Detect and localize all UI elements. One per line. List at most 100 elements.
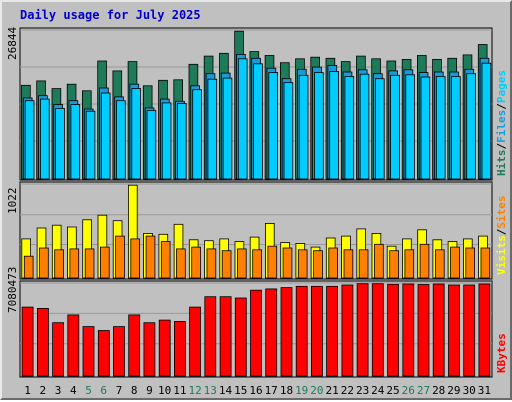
legend-kbytes: KBytes <box>495 333 508 373</box>
bar-kbytes-day-5 <box>82 326 95 377</box>
x-tick-label-day-21: 21 <box>325 384 338 397</box>
bar-sites-day-29 <box>450 246 460 279</box>
bar-pages-day-18 <box>283 82 294 180</box>
x-tick-label-day-23: 23 <box>356 384 369 397</box>
bar-kbytes-day-3 <box>52 322 64 377</box>
bar-pages-day-22 <box>344 76 355 180</box>
x-tick-label-day-12: 12 <box>188 384 201 397</box>
bar-kbytes-day-4 <box>67 314 80 377</box>
x-tick-label-day-22: 22 <box>341 384 354 397</box>
bar-sites-day-10 <box>160 241 171 279</box>
legend-item: / <box>495 143 508 150</box>
bar-pages-day-30 <box>466 73 476 180</box>
bar-sites-day-26 <box>404 249 415 279</box>
bar-pages-day-3 <box>55 108 65 180</box>
x-tick-label-day-26: 26 <box>402 384 415 397</box>
bar-kbytes-day-16 <box>250 289 262 377</box>
bar-sites-day-15 <box>236 248 247 279</box>
bar-pages-day-31 <box>481 62 492 180</box>
bar-kbytes-day-10 <box>158 319 171 377</box>
bar-pages-day-28 <box>435 76 446 180</box>
bar-kbytes-day-17 <box>265 288 278 377</box>
bar-kbytes-day-7 <box>113 326 125 377</box>
x-tick-label-day-24: 24 <box>371 384 385 397</box>
bar-kbytes-day-26 <box>402 283 415 377</box>
bar-pages-day-29 <box>451 76 461 180</box>
bar-pages-day-25 <box>390 74 400 180</box>
bar-sites-day-1 <box>23 255 34 279</box>
x-tick-label-day-30: 30 <box>463 384 476 397</box>
bar-kbytes-day-22 <box>341 284 354 377</box>
bar-pages-day-24 <box>374 78 385 180</box>
bar-sites-day-19 <box>297 249 308 279</box>
bar-kbytes-day-27 <box>417 284 430 377</box>
bar-pages-day-20 <box>314 72 324 180</box>
bar-pages-day-17 <box>268 72 278 180</box>
bar-kbytes-day-6 <box>97 330 110 377</box>
bar-sites-day-18 <box>282 247 293 279</box>
bar-sites-day-24 <box>374 243 384 279</box>
bar-pages-day-5 <box>85 110 96 180</box>
bar-sites-day-22 <box>343 249 354 279</box>
legend-item: KBytes <box>495 333 508 373</box>
x-tick-label-day-14: 14 <box>219 384 233 397</box>
bar-sites-day-2 <box>39 247 49 279</box>
x-tick-label-day-25: 25 <box>386 384 399 397</box>
x-tick-label-day-19: 19 <box>295 384 308 397</box>
bar-sites-day-8 <box>130 238 141 279</box>
bar-sites-day-6 <box>100 246 110 279</box>
bar-sites-day-14 <box>221 250 232 279</box>
bar-sites-day-21 <box>328 247 338 279</box>
bar-kbytes-day-1 <box>21 306 34 377</box>
bar-pages-day-27 <box>420 76 431 180</box>
x-tick-label-day-5: 5 <box>85 384 92 397</box>
bar-sites-day-13 <box>206 248 217 279</box>
bar-kbytes-day-15 <box>234 297 247 377</box>
legend-item: / <box>495 103 508 110</box>
bar-pages-day-19 <box>298 74 309 180</box>
bar-pages-day-15 <box>237 58 248 180</box>
bar-kbytes-day-13 <box>204 296 217 377</box>
bar-sites-day-9 <box>145 235 156 279</box>
bar-kbytes-day-2 <box>37 307 49 377</box>
bar-pages-day-7 <box>116 100 126 180</box>
bar-sites-day-3 <box>54 249 64 279</box>
x-tick-label-day-27: 27 <box>417 384 430 397</box>
bar-kbytes-day-14 <box>219 296 232 377</box>
bar-pages-day-1 <box>24 100 35 180</box>
bar-kbytes-day-12 <box>189 306 202 377</box>
bar-sites-day-11 <box>176 248 186 279</box>
bar-sites-day-28 <box>434 249 445 279</box>
legend-item: / <box>495 228 508 235</box>
bar-pages-day-8 <box>131 88 142 180</box>
bar-kbytes-day-24 <box>371 283 384 377</box>
x-tick-label-day-11: 11 <box>173 384 186 397</box>
bar-kbytes-day-8 <box>128 314 141 377</box>
bar-sites-day-17 <box>267 245 278 279</box>
bar-pages-day-4 <box>70 104 81 180</box>
x-tick-label-day-3: 3 <box>55 384 62 397</box>
x-tick-label-day-16: 16 <box>249 384 262 397</box>
legend-item: Pages <box>495 70 508 103</box>
bar-sites-day-12 <box>191 246 201 279</box>
x-tick-label-day-7: 7 <box>116 384 123 397</box>
bar-pages-day-16 <box>253 63 263 180</box>
x-tick-label-day-10: 10 <box>158 384 171 397</box>
x-tick-label-day-28: 28 <box>432 384 445 397</box>
y-max-label-visits-sites: 1022 <box>6 188 19 215</box>
legend-item: Sites <box>495 196 508 229</box>
bar-sites-day-25 <box>389 250 399 279</box>
chart-title: Daily usage for July 2025 <box>20 8 201 22</box>
legend-hits-files-pages: Hits/Files/Pages <box>495 70 508 176</box>
x-tick-label-day-18: 18 <box>280 384 293 397</box>
bar-kbytes-day-28 <box>432 283 445 377</box>
bar-kbytes-day-25 <box>387 283 400 377</box>
legend-item: Files <box>495 110 508 143</box>
bar-pages-day-26 <box>405 74 415 180</box>
x-tick-label-day-4: 4 <box>70 384 77 397</box>
bar-pages-day-2 <box>40 98 50 180</box>
bar-sites-day-30 <box>465 247 475 279</box>
bar-kbytes-day-18 <box>280 287 293 377</box>
